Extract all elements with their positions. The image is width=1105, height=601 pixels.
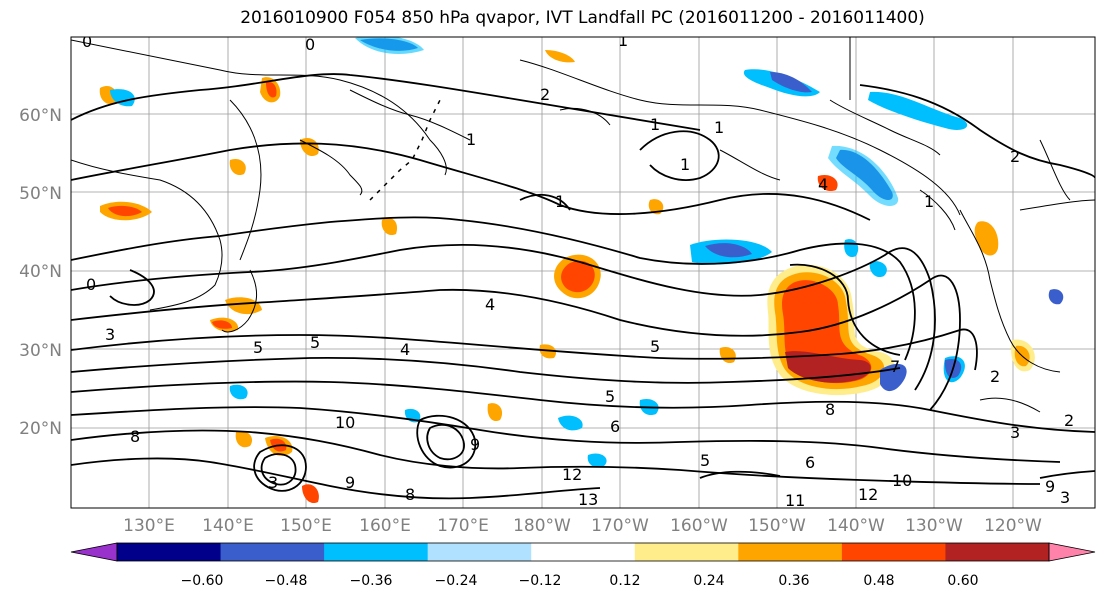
colorbar-extend-low	[70, 542, 118, 562]
ivt-contours	[71, 73, 1095, 500]
contour-label: 2	[1064, 411, 1074, 430]
colorbar-tick-label: 0.48	[863, 573, 894, 589]
map-panel: 0 1 0 1 2 1 1 2 1 1 0 3 5 5 4 5 4 5 6 8	[70, 31, 1096, 510]
contour-label: 5	[650, 337, 660, 356]
contour-label: 13	[578, 490, 598, 509]
contour-label: 7	[890, 357, 900, 376]
colorbar-tick-label: −0.60	[181, 573, 224, 589]
colorbar-cell	[324, 543, 429, 561]
colorbar-frame	[116, 542, 1050, 562]
lat-label: 60°N	[19, 106, 62, 126]
lon-label: 160°E	[359, 516, 411, 536]
colorbar-tick-label: 0.36	[778, 573, 809, 589]
contour-label: 0	[86, 275, 96, 294]
lon-label: 130°W	[905, 516, 963, 536]
contour-label: 12	[858, 485, 878, 504]
contour-label: 12	[562, 465, 582, 484]
colorbar-tick-label: 0.12	[609, 573, 640, 589]
colorbar-tick-label: −0.24	[435, 573, 478, 589]
colorbar: −0.60 −0.48 −0.36 −0.24 −0.12 0.12 0.24 …	[70, 542, 1096, 589]
lon-label: 120°W	[984, 516, 1042, 536]
contour-label: 5	[310, 333, 320, 352]
lon-label: 130°E	[123, 516, 175, 536]
longitude-labels: 130°E 140°E 150°E 160°E 170°E 180°W 170°…	[123, 516, 1042, 536]
contour-label: 2	[540, 85, 550, 104]
ivt-thin-contours	[349, 89, 1041, 413]
colorbar-cell	[220, 543, 325, 561]
lon-label: 150°W	[748, 516, 806, 536]
contour-label: 4	[818, 175, 828, 194]
contour-label: 8	[825, 400, 835, 419]
map-frame	[70, 36, 1096, 509]
lon-label: 170°E	[437, 516, 489, 536]
colorbar-extend-high	[1048, 542, 1096, 562]
colorbar-cell	[841, 543, 946, 561]
lon-label: 140°W	[827, 516, 885, 536]
contour-label: 4	[485, 295, 495, 314]
colorbar-tick-label: −0.48	[265, 573, 308, 589]
contour-label: 9	[470, 435, 480, 454]
contour-label: 8	[130, 427, 140, 446]
colorbar-tick-label: −0.12	[519, 573, 562, 589]
qvapor-anomaly-shading	[99, 37, 1064, 504]
contour-label: 9	[345, 473, 355, 492]
lon-label: 170°W	[591, 516, 649, 536]
contour-label-group: 0 1 0 1 2 1 1 2 1 1 0 3 5 5 4 5 4 5 6 8	[82, 31, 1074, 510]
lon-label: 150°E	[280, 516, 332, 536]
lon-label: 140°E	[202, 516, 254, 536]
colorbar-cell	[427, 543, 532, 561]
contour-label: 4	[400, 340, 410, 359]
contour-label: 5	[700, 451, 710, 470]
contour-label: 1	[650, 115, 660, 134]
contour-label: 9	[1045, 477, 1055, 496]
contour-label: 3	[1060, 488, 1070, 507]
contour-label: 10	[892, 471, 912, 490]
contour-label: 3	[1010, 423, 1020, 442]
contour-label: 1	[555, 192, 565, 211]
colorbar-cell	[738, 543, 843, 561]
lat-label: 40°N	[19, 262, 62, 282]
contour-label: 1	[466, 130, 476, 149]
colorbar-cell	[531, 543, 636, 561]
contour-label: 0	[305, 35, 315, 54]
colorbar-cells	[70, 542, 1096, 562]
contour-label: 1	[680, 155, 690, 174]
lat-label: 50°N	[19, 184, 62, 204]
contour-label: 6	[610, 417, 620, 436]
contour-label: 10	[335, 413, 355, 432]
colorbar-tick-label: 0.60	[947, 573, 978, 589]
lat-label: 20°N	[19, 419, 62, 439]
contour-label: 3	[268, 473, 278, 492]
lon-label: 160°W	[670, 516, 728, 536]
colorbar-cell	[117, 543, 222, 561]
contour-label: 2	[1010, 147, 1020, 166]
colorbar-cell	[945, 543, 1050, 561]
lat-label: 30°N	[19, 341, 62, 361]
colorbar-cell	[634, 543, 739, 561]
contour-label: 2	[990, 367, 1000, 386]
map-title: 2016010900 F054 850 hPa qvapor, IVT Land…	[240, 8, 925, 28]
contour-label: 1	[714, 118, 724, 137]
contour-label: 3	[105, 325, 115, 344]
latitude-labels: 60°N 50°N 40°N 30°N 20°N	[19, 106, 62, 439]
lon-label: 180°W	[513, 516, 571, 536]
contour-label: 5	[253, 338, 263, 357]
contour-label: 1	[924, 192, 934, 211]
contour-label: 11	[785, 491, 805, 510]
contour-label: 8	[405, 485, 415, 504]
colorbar-tick-label: 0.24	[693, 573, 724, 589]
contour-label: 5	[605, 387, 615, 406]
contour-label: 1	[618, 31, 628, 50]
colorbar-tick-labels: −0.60 −0.48 −0.36 −0.24 −0.12 0.12 0.24 …	[181, 573, 979, 589]
colorbar-tick-label: −0.36	[350, 573, 393, 589]
contour-label: 0	[82, 32, 92, 51]
contour-label: 6	[805, 453, 815, 472]
dateline-border	[369, 99, 441, 201]
